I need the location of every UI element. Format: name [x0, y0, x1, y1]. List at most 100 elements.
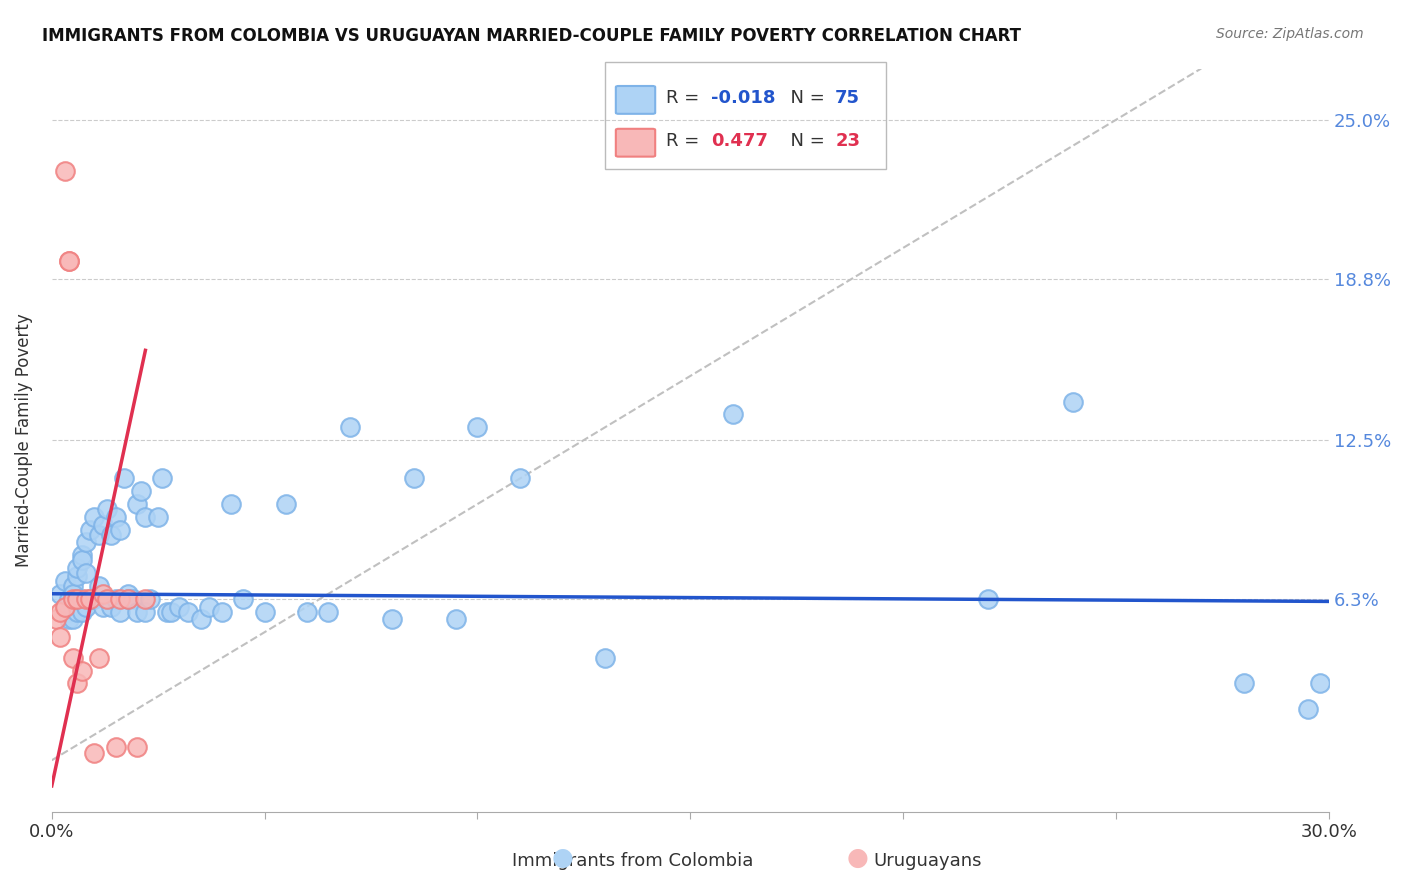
Text: Immigrants from Colombia: Immigrants from Colombia	[512, 852, 754, 870]
Point	[108, 591, 131, 606]
Text: R =: R =	[666, 89, 706, 107]
Point	[104, 591, 127, 606]
Point	[83, 591, 105, 606]
Point	[79, 591, 101, 606]
Point	[1309, 676, 1331, 690]
Text: 75: 75	[835, 89, 860, 107]
Point	[66, 591, 89, 606]
Point	[138, 591, 160, 606]
Point	[108, 605, 131, 619]
Y-axis label: Married-Couple Family Poverty: Married-Couple Family Poverty	[15, 313, 32, 567]
Point	[58, 612, 80, 626]
Point	[58, 605, 80, 619]
Point	[91, 517, 114, 532]
Point	[66, 676, 89, 690]
Point	[152, 471, 174, 485]
Text: ●: ●	[551, 846, 574, 870]
Point	[177, 605, 200, 619]
Point	[62, 612, 84, 626]
Point	[148, 509, 170, 524]
Text: -0.018: -0.018	[711, 89, 776, 107]
Point	[58, 253, 80, 268]
Text: R =: R =	[666, 132, 711, 150]
Point	[79, 523, 101, 537]
Point	[49, 630, 72, 644]
Text: N =: N =	[779, 132, 831, 150]
Point	[66, 569, 89, 583]
Point	[83, 509, 105, 524]
Point	[79, 591, 101, 606]
Point	[58, 253, 80, 268]
Text: Uruguayans: Uruguayans	[873, 852, 983, 870]
Point	[53, 574, 76, 588]
Point	[117, 591, 139, 606]
Point	[134, 605, 156, 619]
Text: IMMIGRANTS FROM COLOMBIA VS URUGUAYAN MARRIED-COUPLE FAMILY POVERTY CORRELATION : IMMIGRANTS FROM COLOMBIA VS URUGUAYAN MA…	[42, 27, 1021, 45]
Point	[75, 591, 97, 606]
FancyBboxPatch shape	[616, 86, 655, 114]
Point	[70, 605, 93, 619]
Point	[45, 612, 67, 626]
Point	[49, 605, 72, 619]
Point	[96, 502, 118, 516]
Point	[125, 740, 148, 755]
Point	[593, 650, 616, 665]
Point	[62, 650, 84, 665]
Point	[190, 612, 212, 626]
Point	[75, 535, 97, 549]
Point	[219, 497, 242, 511]
Point	[156, 605, 179, 619]
Point	[134, 591, 156, 606]
Point	[117, 587, 139, 601]
Point	[87, 579, 110, 593]
Point	[509, 471, 531, 485]
Point	[721, 408, 744, 422]
Point	[117, 591, 139, 606]
Point	[62, 591, 84, 606]
Point	[53, 164, 76, 178]
Point	[96, 591, 118, 606]
Point	[104, 509, 127, 524]
Point	[104, 740, 127, 755]
Point	[91, 587, 114, 601]
Text: 23: 23	[835, 132, 860, 150]
Point	[339, 420, 361, 434]
Point	[121, 591, 143, 606]
Point	[444, 612, 467, 626]
Point	[125, 605, 148, 619]
Point	[49, 587, 72, 601]
Point	[91, 599, 114, 614]
Point	[66, 561, 89, 575]
Point	[977, 591, 1000, 606]
Point	[70, 549, 93, 563]
Point	[1233, 676, 1256, 690]
Point	[70, 591, 93, 606]
Point	[100, 599, 122, 614]
Point	[83, 746, 105, 760]
Point	[70, 664, 93, 678]
Point	[402, 471, 425, 485]
FancyBboxPatch shape	[616, 128, 655, 157]
Point	[53, 599, 76, 614]
Point	[253, 605, 276, 619]
Text: 0.477: 0.477	[711, 132, 768, 150]
Point	[381, 612, 404, 626]
Point	[198, 599, 221, 614]
Point	[125, 497, 148, 511]
Point	[129, 484, 152, 499]
Point	[66, 605, 89, 619]
Point	[160, 605, 183, 619]
Point	[1296, 702, 1319, 716]
Point	[66, 591, 89, 606]
Point	[53, 599, 76, 614]
Point	[467, 420, 489, 434]
Point	[75, 566, 97, 581]
Point	[318, 605, 340, 619]
Point	[62, 579, 84, 593]
Point	[87, 650, 110, 665]
Point	[211, 605, 233, 619]
Text: Source: ZipAtlas.com: Source: ZipAtlas.com	[1216, 27, 1364, 41]
Text: ●: ●	[846, 846, 869, 870]
Point	[70, 553, 93, 567]
Point	[58, 591, 80, 606]
